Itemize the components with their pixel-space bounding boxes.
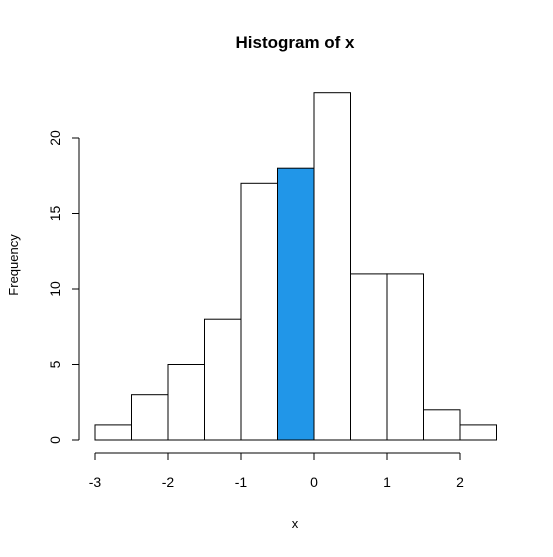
x-axis-label: x [292,516,299,531]
histogram-bar [240,182,278,441]
histogram-bar [459,424,497,441]
x-tick-label: -2 [162,474,175,490]
x-tick-label: -1 [235,474,248,490]
y-tick-label: 20 [47,130,63,146]
histogram-bar [313,92,351,441]
histogram-bar [94,424,132,441]
histogram-bar [131,394,169,441]
x-tick-label: 0 [310,474,318,490]
histogram-bar [167,364,205,441]
histogram-bar [350,273,388,441]
y-tick-label: 0 [47,436,63,444]
histogram-bar [277,167,315,441]
histogram-bar [386,273,424,441]
y-axis-label: Frequency [6,234,21,296]
histogram-bar [204,318,242,441]
x-tick-label: 1 [383,474,391,490]
x-tick-label: -3 [89,474,102,490]
y-tick-label: 15 [47,206,63,222]
x-tick-label: 2 [456,474,464,490]
histogram-bars [94,92,497,441]
y-axis: 0 5 10 15 20 [47,130,80,444]
histogram-bar [423,409,461,441]
y-tick-label: 10 [47,281,63,297]
chart-title: Histogram of x [235,33,355,52]
x-axis: -3 -2 -1 0 1 2 [89,452,464,490]
y-tick-label: 5 [47,360,63,368]
